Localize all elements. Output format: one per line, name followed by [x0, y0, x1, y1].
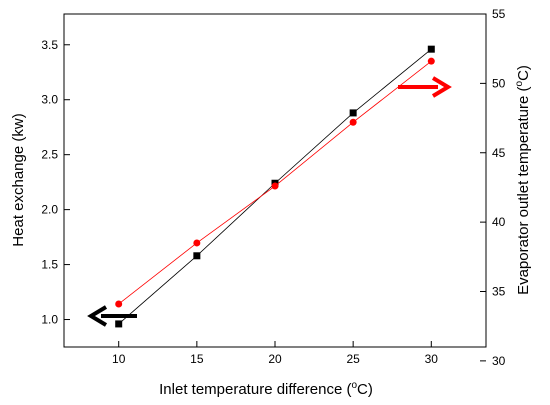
y-right-tick-label: 35	[492, 285, 506, 299]
arrow-layer	[87, 76, 452, 327]
data-point-circle	[427, 57, 435, 65]
y-right-tick-label: 50	[492, 76, 506, 90]
y-right-tick-label: 40	[492, 215, 506, 229]
left-axis-arrow-head	[87, 305, 108, 327]
y-right-tick-label: 45	[492, 146, 506, 160]
data-point-square	[349, 109, 357, 117]
y-left-tick-label: 2.0	[41, 203, 58, 217]
y-right-tick-label: 30	[492, 354, 506, 368]
y-left-tick-label: 1.5	[41, 258, 58, 272]
data-point-circle	[115, 300, 123, 308]
x-tick-label: 10	[112, 352, 126, 366]
x-axis-title: Inlet temperature difference (oC)	[159, 380, 373, 398]
y-left-axis-title: Heat exchange (kw)	[10, 113, 27, 246]
x-tick-label: 15	[190, 352, 204, 366]
data-point-circle	[193, 239, 201, 247]
y-right-tick-label: 55	[492, 7, 506, 21]
y-left-tick-label: 2.5	[41, 148, 58, 162]
data-point-circle	[271, 182, 279, 190]
right-axis-arrow-head	[431, 76, 452, 98]
series-layer	[115, 45, 435, 328]
y-left-tick-label: 3.0	[41, 93, 58, 107]
data-point-square	[193, 252, 201, 260]
y-left-tick-label: 1.0	[41, 313, 58, 327]
y-left-tick-label: 3.5	[41, 38, 58, 52]
data-point-square	[427, 45, 435, 53]
y-right-axis-title: Evaporator outlet temperature (oC)	[514, 65, 532, 295]
ticks-layer: 10 15 20 25 30 1.0 1.5 2.0 2.5 3.0 3.5 30 35 40 45 50 55	[41, 7, 505, 368]
x-tick-label: 30	[425, 352, 439, 366]
x-tick-label: 25	[346, 352, 360, 366]
data-point-square	[115, 320, 123, 328]
x-tick-label: 20	[268, 352, 282, 366]
data-point-circle	[349, 118, 357, 126]
